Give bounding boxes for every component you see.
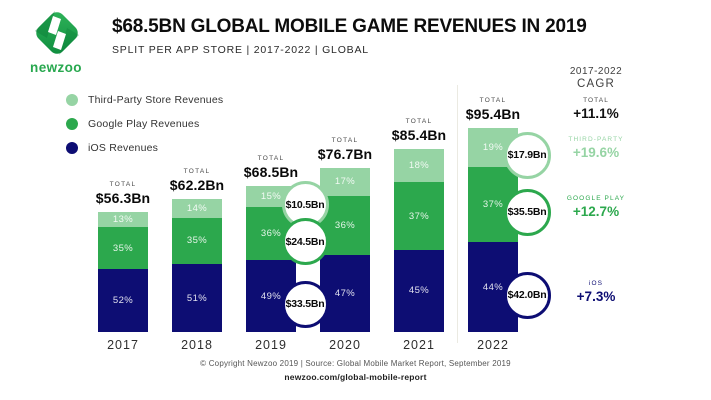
copyright-source-text: © Copyright Newzoo 2019 | Source: Global… [200, 359, 511, 368]
year-label-2018: 2018 [181, 338, 213, 352]
total-label-2021: TOTAL $85.4Bn [374, 118, 464, 143]
bar-segment-third_party-2018: 14% [172, 198, 222, 218]
bar-segment-ios-2020: 47% [320, 254, 370, 332]
segment-percent-label: 44% [482, 281, 504, 293]
segment-percent-label: 45% [408, 285, 430, 297]
segment-percent-label: 37% [408, 210, 430, 222]
legend-item-third-party: Third-Party Store Revenues [66, 88, 223, 112]
third-party-color-dot-icon [66, 94, 78, 106]
total-amount-2018: $62.2Bn [169, 176, 225, 193]
cagr-google-play-value: +12.7% [572, 204, 620, 219]
year-label-2019: 2019 [255, 338, 287, 352]
footer: © Copyright Newzoo 2019 | Source: Global… [0, 359, 711, 382]
page-title: $68.5BN GLOBAL MOBILE GAME REVENUES IN 2… [112, 16, 587, 37]
legend-label: Third-Party Store Revenues [88, 94, 224, 106]
legend-label: Google Play Revenues [88, 118, 200, 130]
year-label-2017: 2017 [107, 338, 139, 352]
vertical-divider [457, 85, 458, 343]
total-label-2018: TOTAL $62.2Bn [152, 168, 242, 193]
chart-legend: Third-Party Store Revenues Google Play R… [66, 88, 223, 160]
cagr-total-value: +11.1% [573, 106, 619, 121]
total-amount-2017: $56.3Bn [95, 189, 151, 206]
total-label-2017: TOTAL $56.3Bn [78, 181, 168, 206]
year-label-2021: 2021 [403, 338, 435, 352]
segment-percent-label: 51% [186, 292, 208, 304]
bar-segment-ios-2021: 45% [394, 249, 444, 332]
total-caption: TOTAL [109, 180, 137, 188]
total-label-2022: TOTAL $95.4Bn [448, 97, 538, 122]
segment-percent-label: 52% [112, 295, 134, 307]
cagr-heading: CAGR [576, 78, 616, 90]
segment-percent-label: 47% [334, 287, 356, 299]
cagr-ios: iOS +7.3% [546, 280, 646, 304]
bar-segment-google_play-2021: 37% [394, 182, 444, 250]
segment-percent-label: 37% [482, 198, 504, 210]
segment-percent-label: 35% [112, 242, 134, 254]
cagr-google-play-label: GOOGLE PLAY [566, 195, 626, 202]
cagr-total: TOTAL +11.1% [546, 97, 646, 121]
bar-segment-google_play-2017: 35% [98, 227, 148, 270]
year-label-2020: 2020 [329, 338, 361, 352]
bar-segment-third_party-2020: 17% [320, 167, 370, 196]
bar-segment-ios-2018: 51% [172, 264, 222, 332]
bar-segment-ios-2017: 52% [98, 269, 148, 332]
ios-color-dot-icon [66, 142, 78, 154]
segment-percent-label: 18% [408, 160, 430, 172]
newzoo-logo-icon [35, 11, 79, 55]
legend-item-google-play: Google Play Revenues [66, 112, 223, 136]
report-url-link[interactable]: newzoo.com/global-mobile-report [284, 372, 427, 382]
total-caption: TOTAL [331, 136, 359, 144]
cagr-third-party: THIRD-PARTY +19.6% [546, 136, 646, 160]
segment-percent-label: 35% [186, 235, 208, 247]
total-caption: TOTAL [479, 96, 507, 104]
google-play-color-dot-icon [66, 118, 78, 130]
page-subtitle: SPLIT PER APP STORE | 2017-2022 | GLOBAL [112, 44, 369, 56]
cagr-total-label: TOTAL [583, 97, 609, 104]
year-label-2022: 2022 [477, 338, 509, 352]
newzoo-logo-text: newzoo [30, 60, 82, 75]
segment-percent-label: 15% [260, 191, 282, 202]
total-amount-2019: $68.5Bn [243, 163, 299, 180]
bar-segment-third_party-2017: 13% [98, 211, 148, 228]
cagr-ios-label: iOS [588, 280, 604, 287]
total-caption: TOTAL [183, 167, 211, 175]
cagr-ios-value: +7.3% [576, 289, 616, 304]
total-amount-2021: $85.4Bn [391, 127, 447, 144]
total-caption: TOTAL [405, 118, 433, 126]
segment-percent-label: 36% [334, 219, 356, 231]
segment-percent-label: 49% [260, 290, 282, 302]
segment-percent-label: 36% [260, 228, 282, 240]
cagr-third-party-label: THIRD-PARTY [568, 136, 624, 143]
total-label-2019: TOTAL $68.5Bn [226, 155, 316, 180]
callout-third_party-2022: $17.9Bn [503, 131, 551, 179]
bar-segment-third_party-2021: 18% [394, 149, 444, 183]
total-amount-2020: $76.7Bn [317, 145, 373, 162]
cagr-third-party-value: +19.6% [572, 145, 620, 160]
bar-segment-ios-2022: 44% [468, 242, 518, 332]
total-caption: TOTAL [257, 154, 285, 162]
cagr-period: 2017-2022 [569, 66, 623, 77]
total-amount-2022: $95.4Bn [465, 105, 521, 122]
cagr-google-play: GOOGLE PLAY +12.7% [546, 195, 646, 219]
legend-item-ios: iOS Revenues [66, 136, 223, 160]
cagr-column: 2017-2022 CAGR TOTAL +11.1% THIRD-PARTY … [546, 0, 646, 400]
newzoo-logo: newzoo [22, 8, 90, 75]
segment-percent-label: 14% [186, 202, 208, 214]
callout-google_play-2019: $24.5Bn [281, 218, 329, 266]
callout-google_play-2022: $35.5Bn [503, 188, 551, 236]
callout-ios-2022: $42.0Bn [503, 271, 551, 319]
callout-ios-2019: $33.5Bn [281, 280, 329, 328]
total-label-2020: TOTAL $76.7Bn [300, 137, 390, 162]
segment-percent-label: 17% [334, 176, 356, 188]
segment-percent-label: 19% [482, 141, 504, 153]
bar-segment-google_play-2018: 35% [172, 217, 222, 265]
legend-label: iOS Revenues [88, 142, 159, 154]
segment-percent-label: 13% [112, 213, 134, 225]
